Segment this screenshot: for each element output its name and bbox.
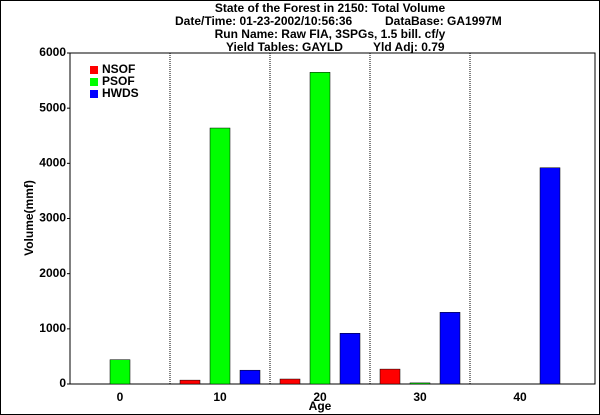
x-tick-label: 30 — [413, 390, 427, 404]
legend-swatch — [90, 78, 98, 86]
legend-label: PSOF — [102, 74, 135, 88]
x-tick-label: 40 — [513, 390, 527, 404]
x-tick-label: 10 — [213, 390, 227, 404]
run-name: Run Name: Raw FIA, 3SPGs, 1.5 bill. cf/y — [215, 27, 446, 41]
y-axis-label: Volume(mmf) — [22, 180, 36, 256]
x-tick-label: 0 — [117, 390, 124, 404]
y-tick-label: 0 — [59, 376, 66, 390]
legend-swatch — [90, 90, 98, 98]
y-tick-label: 2000 — [39, 266, 66, 280]
bar — [339, 332, 361, 385]
yield-tables: Yield Tables: GAYLD — [226, 40, 343, 54]
x-tick-label: 20 — [313, 390, 327, 404]
y-tick-label: 6000 — [39, 45, 66, 59]
yld-adj: Yld Adj: 0.79 — [373, 40, 445, 54]
y-tick-label: 1000 — [39, 321, 66, 335]
bar — [309, 72, 331, 385]
bar — [239, 369, 261, 385]
bar — [179, 379, 201, 385]
bar — [539, 167, 561, 385]
legend-label: HWDS — [102, 86, 139, 100]
chart-title: State of the Forest in 2150: Total Volum… — [215, 1, 446, 15]
bar — [109, 359, 131, 385]
bar — [409, 382, 431, 385]
bar — [209, 127, 231, 385]
legend-swatch — [90, 66, 98, 74]
y-tick-label: 4000 — [39, 156, 66, 170]
legend-label: NSOF — [102, 62, 135, 76]
bar — [279, 378, 301, 385]
bar — [439, 312, 461, 385]
date-time: Date/Time: 01-23-2002/10:56:36 — [175, 14, 353, 28]
y-tick-label: 3000 — [39, 211, 66, 225]
x-axis-label: Age — [309, 399, 332, 413]
database: DataBase: GA1997M — [385, 14, 502, 28]
y-tick-label: 5000 — [39, 100, 66, 114]
bar — [379, 368, 401, 385]
